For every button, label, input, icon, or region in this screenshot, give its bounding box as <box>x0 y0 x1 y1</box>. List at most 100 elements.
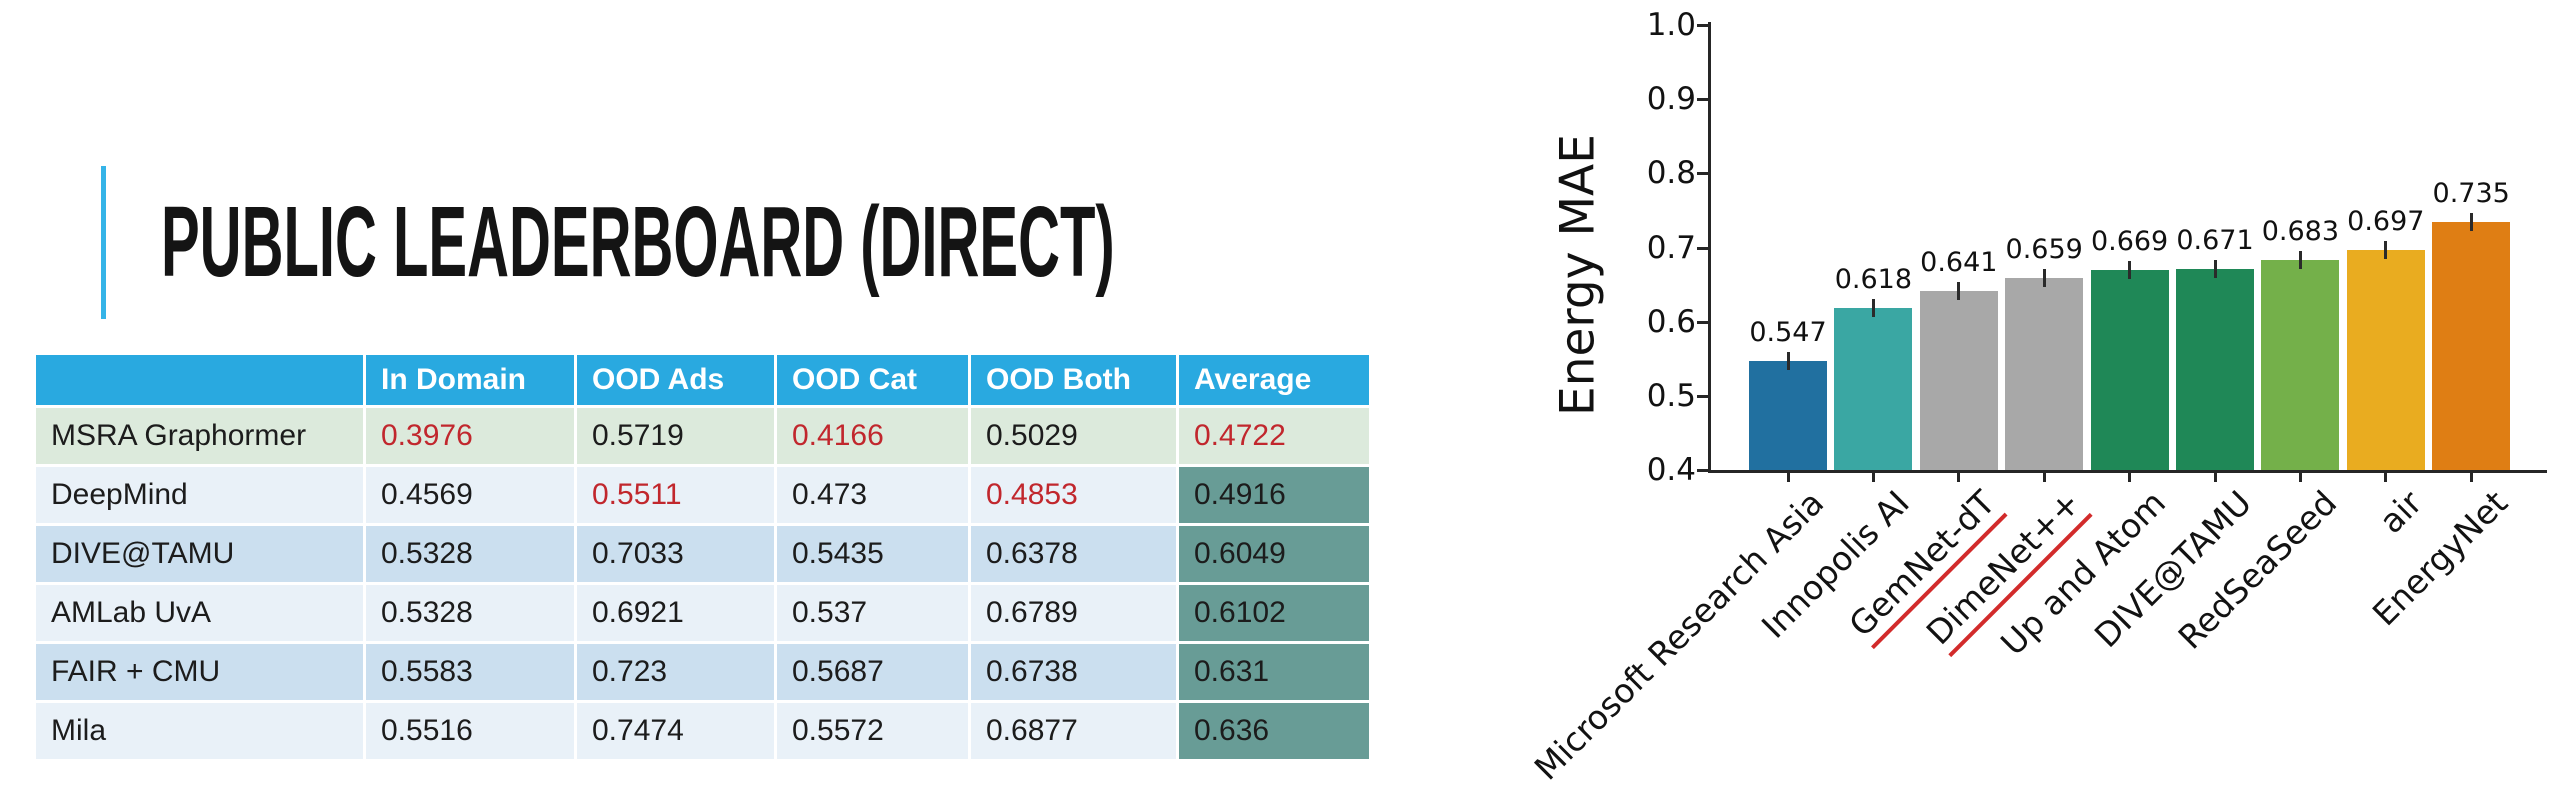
page-title: PUBLIC LEADERBOARD (DIRECT) <box>161 186 1115 298</box>
x-tick-mark <box>2298 473 2302 482</box>
team-name-cell: Mila <box>33 700 366 762</box>
bar-value-label: 0.671 <box>2176 225 2254 256</box>
table-header-cell: OOD Ads <box>574 352 777 408</box>
value-cell: 0.5328 <box>363 582 577 644</box>
table-header-cell: OOD Cat <box>774 352 971 408</box>
bar-value-label: 0.547 <box>1749 316 1827 348</box>
error-bar <box>2298 251 2302 270</box>
y-tick-label: 1.0 <box>1646 7 1696 43</box>
value-cell: 0.5583 <box>363 641 577 703</box>
x-tick-mark <box>1786 473 1790 482</box>
value-cell: 0.5435 <box>774 523 971 585</box>
y-tick-label: 0.6 <box>1646 303 1696 340</box>
bar-value-label: 0.683 <box>2261 216 2340 248</box>
y-tick-label: 0.7 <box>1646 229 1696 266</box>
value-cell: 0.4569 <box>363 464 577 526</box>
bar <box>2346 249 2425 470</box>
bar <box>2176 269 2254 470</box>
x-tick-mark <box>2469 473 2473 482</box>
value-cell: 0.5029 <box>968 405 1179 467</box>
error-bar <box>2213 260 2217 278</box>
y-tick-mark <box>1697 320 1708 324</box>
value-cell: 0.5328 <box>363 523 577 585</box>
title-accent-bar <box>101 166 106 319</box>
bar <box>2432 221 2511 470</box>
y-tick-mark <box>1697 246 1708 250</box>
x-tick-mark <box>1957 473 1961 482</box>
value-cell: 0.6378 <box>968 523 1179 585</box>
x-tick-mark <box>2384 473 2388 482</box>
table-row: DeepMind 0.4569 0.5511 0.473 0.4853 0.4916 <box>33 464 1372 526</box>
error-bar <box>1871 299 1875 318</box>
x-tick-mark <box>2128 473 2132 482</box>
x-tick-mark <box>1871 473 1875 482</box>
value-cell: 0.537 <box>774 582 971 644</box>
error-bar <box>2128 261 2132 280</box>
leaderboard-table: In Domain OOD Ads OOD Cat OOD Both Average M… <box>33 352 1372 762</box>
bar <box>1834 308 1913 470</box>
value-cell: 0.7033 <box>574 523 777 585</box>
bar <box>1749 360 1827 470</box>
value-cell: 0.7474 <box>574 700 777 762</box>
y-tick-mark <box>1697 394 1708 398</box>
team-name-cell: DeepMind <box>33 464 366 526</box>
value-cell: 0.6877 <box>968 700 1179 762</box>
value-cell: 0.5511 <box>574 464 777 526</box>
y-tick-label: 0.9 <box>1646 81 1696 118</box>
value-cell: 0.4166 <box>774 405 971 467</box>
bar-value-label: 0.697 <box>2347 205 2425 237</box>
y-axis-spine <box>1708 22 1711 473</box>
average-value-cell: 0.631 <box>1176 641 1372 703</box>
table-row: FAIR + CMU 0.5583 0.723 0.5687 0.6738 0.631 <box>33 641 1372 703</box>
x-axis-spine <box>1708 470 2547 473</box>
value-cell: 0.3976 <box>363 405 577 467</box>
average-value-cell: 0.4916 <box>1176 464 1372 526</box>
value-cell: 0.5687 <box>774 641 971 703</box>
value-cell: 0.5572 <box>774 700 971 762</box>
table-body: MSRA Graphormer 0.3976 0.5719 0.4166 0.5029 0… <box>33 405 1372 762</box>
bar-value-label: 0.669 <box>2090 226 2169 258</box>
error-bar <box>2384 240 2388 259</box>
value-cell: 0.723 <box>574 641 777 703</box>
error-bar <box>1957 282 1961 301</box>
x-tick-mark <box>2213 473 2217 482</box>
table-row: Mila 0.5516 0.7474 0.5572 0.6877 0.636 <box>33 700 1372 762</box>
table-head: In Domain OOD Ads OOD Cat OOD Both Average <box>33 352 1372 408</box>
value-cell: 0.6789 <box>968 582 1179 644</box>
y-tick-mark <box>1697 98 1708 102</box>
table-header-cell: OOD Both <box>968 352 1179 408</box>
table-row: MSRA Graphormer 0.3976 0.5719 0.4166 0.5029 0… <box>33 405 1372 467</box>
bar <box>2005 277 2084 470</box>
table-header-cell: Average <box>1176 352 1372 408</box>
average-value-cell: 0.4722 <box>1176 405 1372 467</box>
bar-value-label: 0.641 <box>1920 247 1998 279</box>
error-bar <box>1786 351 1790 370</box>
x-tick-label: air <box>2371 483 2430 541</box>
team-name-cell: FAIR + CMU <box>33 641 366 703</box>
bar-value-label: 0.735 <box>2432 177 2510 209</box>
team-name-cell: DIVE@TAMU <box>33 523 366 585</box>
x-tick-mark <box>2042 473 2046 482</box>
bar <box>2090 270 2169 470</box>
average-value-cell: 0.636 <box>1176 700 1372 762</box>
error-bar <box>2042 268 2046 287</box>
value-cell: 0.4853 <box>968 464 1179 526</box>
table-row: AMLab UvA 0.5328 0.6921 0.537 0.6789 0.6102 <box>33 582 1372 644</box>
bar <box>2261 260 2340 470</box>
error-bar <box>2469 212 2473 231</box>
value-cell: 0.5719 <box>574 405 777 467</box>
y-tick-label: 0.4 <box>1646 452 1696 488</box>
y-tick-label: 0.5 <box>1646 377 1696 414</box>
team-name-cell: AMLab UvA <box>33 582 366 644</box>
average-value-cell: 0.6102 <box>1176 582 1372 644</box>
table-row: DIVE@TAMU 0.5328 0.7033 0.5435 0.6378 0.6049 <box>33 523 1372 585</box>
value-cell: 0.6921 <box>574 582 777 644</box>
average-value-cell: 0.6049 <box>1176 523 1372 585</box>
y-tick-mark <box>1697 24 1708 27</box>
value-cell: 0.6738 <box>968 641 1179 703</box>
energy-mae-chart: Energy MAE 0.4 0.5 0.6 0.7 0.8 0.9 1.0 0.547 Mic… <box>1527 0 2560 790</box>
bar <box>1919 291 1998 470</box>
value-cell: 0.5516 <box>363 700 577 762</box>
team-name-cell: MSRA Graphormer <box>33 405 366 467</box>
y-tick-label: 0.8 <box>1646 155 1696 192</box>
